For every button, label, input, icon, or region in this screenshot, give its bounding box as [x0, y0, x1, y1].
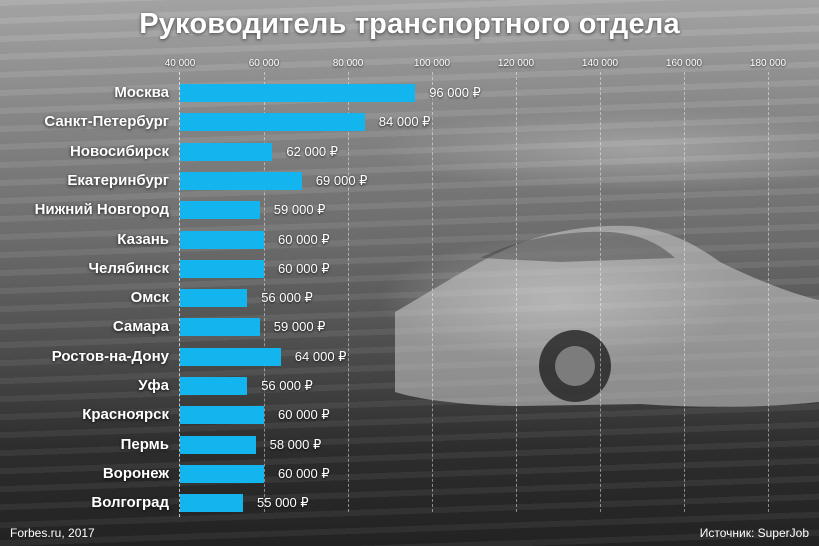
x-tick-label: 80 000 — [332, 58, 364, 69]
y-axis-line — [179, 72, 180, 517]
bar — [180, 435, 256, 454]
value-label: 56 000 ₽ — [261, 290, 313, 306]
bar — [180, 318, 260, 337]
bar — [180, 406, 264, 425]
x-tick-label: 40 000 — [164, 58, 196, 69]
bar — [180, 289, 248, 308]
bar — [180, 201, 260, 220]
gridline — [264, 72, 265, 512]
x-tick-label: 100 000 — [413, 58, 451, 69]
category-label: Уфа — [138, 377, 169, 394]
bar — [180, 377, 248, 395]
value-label: 60 000 ₽ — [278, 260, 330, 276]
bar — [180, 347, 281, 366]
value-label: 62 000 ₽ — [286, 143, 339, 159]
gridline — [684, 72, 685, 512]
credit-text: Forbes.ru, 2017 — [10, 526, 95, 540]
category-label: Воронеж — [102, 464, 169, 482]
value-label: 56 000 ₽ — [261, 378, 313, 393]
gridline — [600, 72, 601, 512]
category-label: Самара — [112, 318, 169, 336]
value-label: 69 000 ₽ — [315, 172, 368, 188]
category-label: Челябинск — [88, 259, 169, 277]
source-text: Источник: SuperJob — [699, 526, 809, 540]
x-tick-label: 180 000 — [749, 58, 787, 69]
category-label: Казань — [117, 230, 169, 248]
bar — [180, 464, 264, 483]
value-label: 60 000 ₽ — [278, 465, 330, 481]
category-label: Омск — [130, 289, 169, 307]
category-label: Пермь — [120, 435, 169, 453]
x-tick-label: 60 000 — [248, 58, 280, 69]
x-tick-label: 160 000 — [665, 58, 703, 69]
value-label: 59 000 ₽ — [273, 319, 326, 335]
category-label: Красноярск — [82, 406, 169, 424]
value-label: 84 000 ₽ — [378, 114, 431, 130]
category-label: Москва — [114, 84, 169, 101]
value-label: 55 000 ₽ — [257, 495, 309, 511]
value-label: 96 000 ₽ — [429, 85, 481, 100]
value-label: 60 000 ₽ — [278, 231, 330, 247]
category-label: Новосибирск — [69, 142, 169, 160]
category-label: Санкт-Петербург — [44, 113, 169, 131]
value-label: 60 000 ₽ — [278, 407, 330, 423]
gridline — [348, 72, 349, 512]
value-label: 58 000 ₽ — [269, 436, 322, 452]
bar — [180, 84, 416, 102]
category-label: Ростов-на-Дону — [51, 347, 169, 365]
category-label: Екатеринбург — [67, 171, 169, 189]
category-label: Нижний Новгород — [34, 201, 169, 219]
x-tick-label: 120 000 — [497, 58, 535, 69]
bar — [180, 113, 365, 132]
value-label: 59 000 ₽ — [273, 202, 326, 218]
gridline — [516, 72, 517, 512]
bar — [180, 259, 264, 278]
bar — [180, 230, 264, 249]
gridline — [768, 72, 769, 512]
category-label: Волгоград — [91, 494, 169, 512]
chart-title: Руководитель транспортного отдела — [139, 8, 680, 40]
value-label: 64 000 ₽ — [294, 348, 347, 364]
bar — [180, 142, 273, 161]
gridline — [432, 72, 433, 512]
bar — [180, 494, 243, 513]
x-tick-label: 140 000 — [581, 58, 619, 69]
bar — [180, 171, 302, 190]
